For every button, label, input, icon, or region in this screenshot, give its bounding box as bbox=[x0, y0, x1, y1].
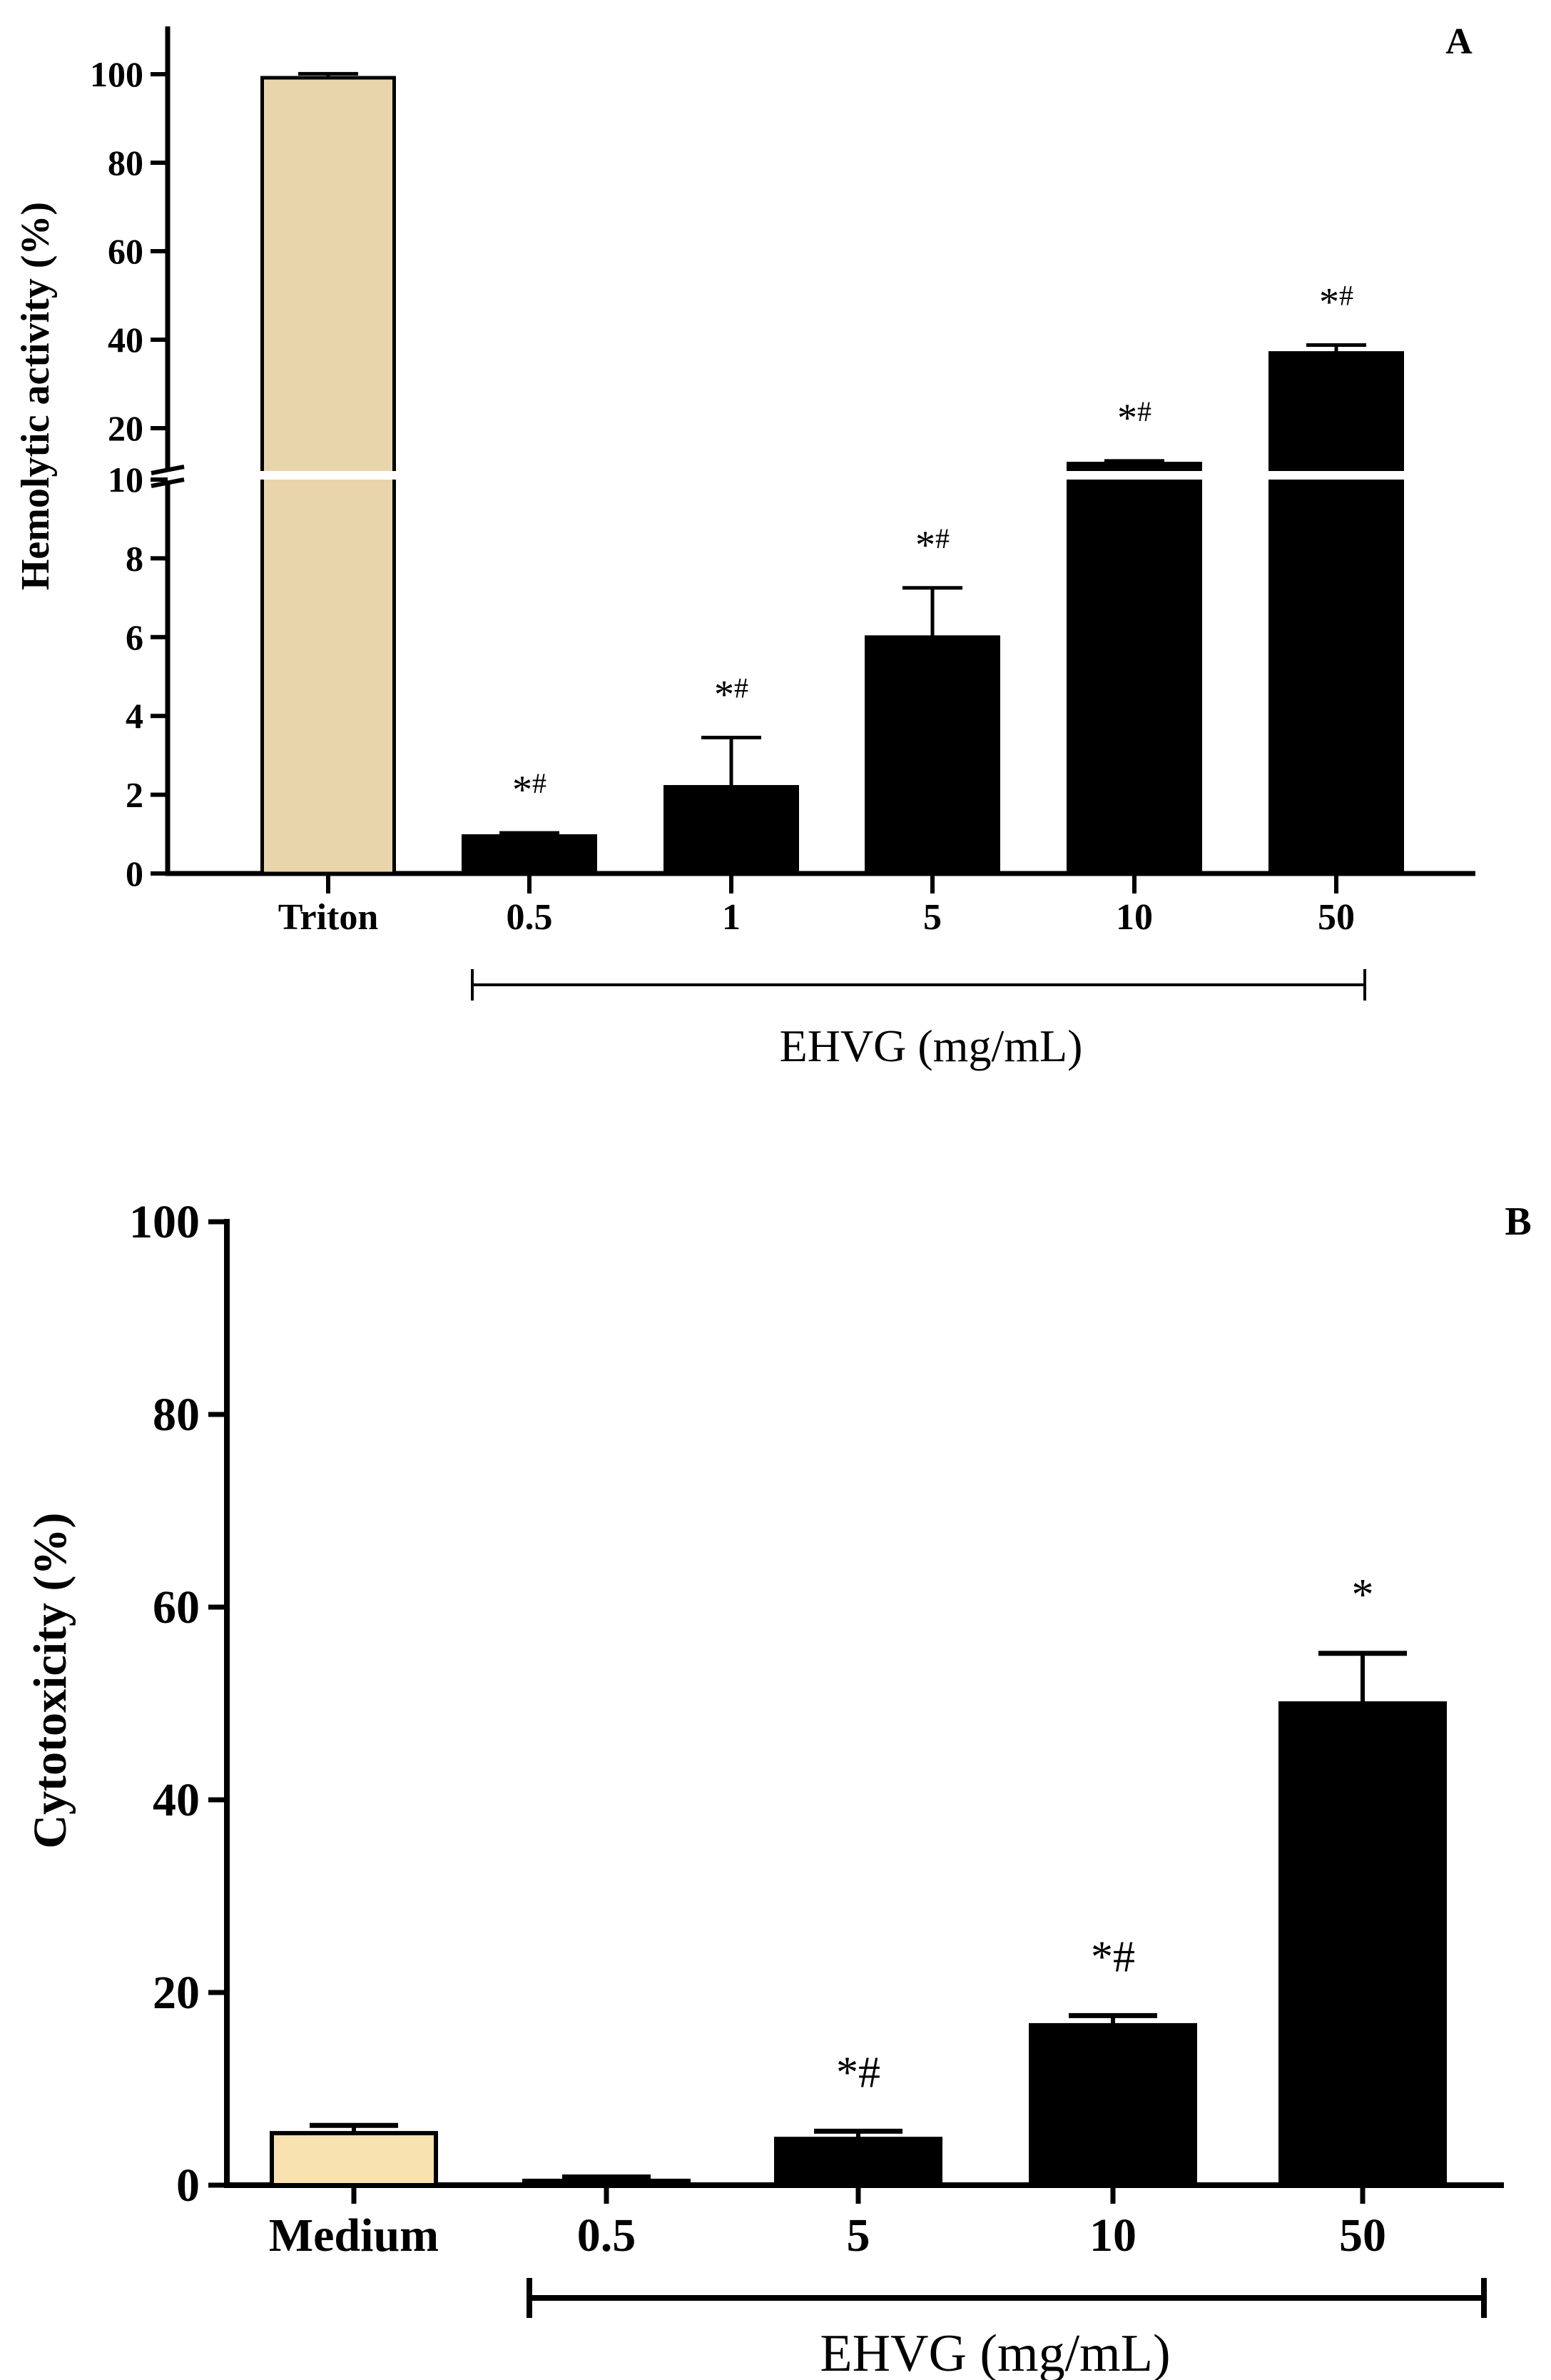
x-tick-label: 5 bbox=[847, 2209, 870, 2262]
x-tick-label: 10 bbox=[1116, 897, 1153, 938]
significance-annotation: *# bbox=[1117, 395, 1151, 440]
bar bbox=[663, 785, 799, 876]
x-tick-label: 1 bbox=[722, 897, 741, 938]
panel-b-y-axis-label: Cytotoxicity (%) bbox=[24, 1512, 76, 1848]
bar bbox=[1268, 351, 1404, 876]
panel-b-letter: B bbox=[1505, 1200, 1531, 1244]
y-tick-label: 6 bbox=[126, 617, 143, 657]
axis-break-mark bbox=[151, 465, 185, 475]
panel-b: B Cytotoxicity (%) 0 20 40 60 80 100 Medium 0.5… bbox=[24, 1196, 1532, 2380]
x-tick-label: 50 bbox=[1318, 897, 1355, 938]
significance-annotation: *# bbox=[836, 2048, 880, 2097]
x-tick-label: 0.5 bbox=[577, 2209, 636, 2262]
y-tick-label: 20 bbox=[108, 408, 143, 448]
axis-break-mark bbox=[151, 477, 185, 488]
x-tick-label: 10 bbox=[1089, 2209, 1136, 2262]
y-tick-label: 0 bbox=[176, 2159, 200, 2212]
y-tick-label: 0 bbox=[126, 854, 143, 893]
y-tick-label: 40 bbox=[153, 1774, 200, 1826]
y-tick-label: 80 bbox=[108, 143, 143, 183]
x-tick-label: 0.5 bbox=[507, 897, 553, 938]
panel-a-letter: A bbox=[1445, 21, 1473, 62]
y-tick-label: 100 bbox=[90, 54, 143, 94]
y-tick-label: 2 bbox=[126, 775, 143, 815]
x-tick-label: 50 bbox=[1339, 2209, 1386, 2262]
panel-a-y-axis-label: Hemolytic activity (%) bbox=[14, 202, 58, 590]
bar bbox=[1029, 2022, 1197, 2187]
y-tick-label: 60 bbox=[153, 1581, 200, 1634]
axis-break-gap bbox=[258, 471, 399, 480]
bar bbox=[774, 2137, 942, 2187]
y-tick-label: 10 bbox=[108, 460, 143, 500]
y-tick-label: 20 bbox=[153, 1967, 200, 2019]
axis-break-gap bbox=[1266, 471, 1407, 480]
y-tick-label: 100 bbox=[129, 1196, 200, 1248]
x-tick-label: Triton bbox=[278, 897, 379, 938]
y-tick-label: 60 bbox=[108, 231, 143, 271]
group-label: EHVG (mg/mL) bbox=[820, 2324, 1170, 2380]
y-tick-label: 40 bbox=[108, 320, 143, 360]
bar bbox=[865, 635, 1000, 876]
bar bbox=[1067, 462, 1202, 876]
significance-annotation: * bbox=[1352, 1571, 1374, 1619]
bar bbox=[1278, 1701, 1447, 2187]
significance-annotation: *# bbox=[1091, 1933, 1135, 1981]
axis-break-gap bbox=[1064, 471, 1205, 480]
bar bbox=[462, 834, 597, 876]
significance-annotation: *# bbox=[915, 522, 950, 567]
bar bbox=[270, 2131, 438, 2188]
x-tick-label: 5 bbox=[923, 897, 942, 938]
y-tick-label: 8 bbox=[126, 538, 143, 578]
panel-a: A Hemolytic activity (%) 0 2 4 6 8 10 20 40 60 80… bbox=[14, 21, 1475, 1071]
significance-annotation: *# bbox=[714, 672, 748, 717]
y-tick-label: 4 bbox=[126, 696, 143, 736]
y-tick-label: 80 bbox=[153, 1389, 200, 1441]
significance-annotation: *# bbox=[1319, 279, 1353, 324]
group-label: EHVG (mg/mL) bbox=[780, 1021, 1083, 1071]
bar bbox=[522, 2178, 691, 2188]
x-tick-label: Medium bbox=[269, 2209, 439, 2262]
significance-annotation: *# bbox=[512, 767, 546, 812]
